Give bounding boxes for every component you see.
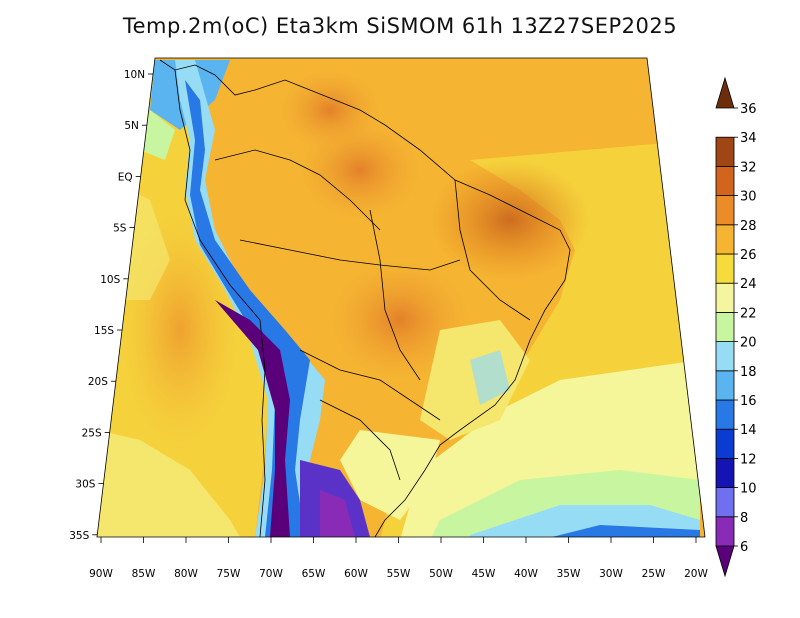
- border-3: [299, 349, 441, 421]
- colorbar-label: 8: [740, 511, 748, 526]
- lat-tick-label: 5S: [113, 223, 127, 235]
- colorbar-label: 12: [740, 452, 757, 467]
- temperature-field: [97, 58, 705, 537]
- lat-tick-label: EQ: [118, 171, 133, 183]
- lat-tick-label: 10S: [100, 274, 120, 286]
- lat-tick-label: 30S: [75, 479, 95, 491]
- colorbar-segment: [715, 224, 735, 255]
- colorbar-label: 26: [740, 248, 757, 263]
- lon-tick-label: 45W: [472, 568, 496, 580]
- colorbar-label: 14: [740, 423, 757, 438]
- colorbar-segment: [715, 487, 735, 518]
- colorbar-segment: [715, 311, 735, 342]
- border-6: [319, 399, 401, 481]
- lon-tick-label: 70W: [259, 568, 283, 580]
- colorbar-segment: [715, 341, 735, 372]
- political-borders: [159, 59, 571, 538]
- colorbar-segment: [715, 253, 735, 284]
- lon-tick-label: 80W: [174, 568, 198, 580]
- coastline-west: [174, 69, 266, 538]
- colorbar-label: 16: [740, 394, 757, 409]
- lat-tick-label: 15S: [94, 325, 114, 337]
- colorbar-segment: [715, 370, 735, 401]
- colorbar-segment: [715, 195, 735, 226]
- colorbar-segment: [715, 282, 735, 313]
- caribbean-mild: [140, 110, 175, 160]
- colorbar-label: 34: [740, 131, 757, 146]
- colorbar-label: 30: [740, 190, 757, 205]
- hot-central-west: [330, 260, 470, 380]
- lon-tick-label: 20W: [684, 568, 708, 580]
- domain-outline: [96, 57, 706, 538]
- colorbar-label: 32: [740, 160, 757, 175]
- lon-tick-label: 50W: [429, 568, 453, 580]
- border-1: [214, 149, 381, 231]
- map-title: Temp.2m(oC) Eta3km SiSMOM 61h 13Z27SEP20…: [122, 14, 678, 38]
- colorbar-label: 18: [740, 365, 757, 380]
- patagonia-colder: [320, 490, 355, 537]
- longitude-axis: 90W 85W 80W 75W 70W 65W 60W 55W 50W 45W 40W 35W 30W 2…: [89, 537, 708, 580]
- pacific-south: [97, 430, 240, 537]
- lon-tick-label: 55W: [387, 568, 411, 580]
- lon-tick-label: 25W: [642, 568, 666, 580]
- lon-tick-label: 40W: [514, 568, 538, 580]
- lon-tick-label: 35W: [557, 568, 581, 580]
- border-4: [369, 209, 421, 381]
- colorbar-min-arrow: [715, 545, 735, 578]
- lon-tick-label: 85W: [132, 568, 156, 580]
- lat-tick-label: 20S: [88, 376, 108, 388]
- colorbar-label: 36: [740, 102, 757, 117]
- latitude-axis: 10N 5N EQ 5S 10S 15S 20S 25S 30S 35S: [69, 69, 154, 542]
- border-2: [239, 239, 461, 271]
- border-5: [454, 179, 531, 321]
- andes-core: [215, 300, 290, 537]
- southeast-cool: [470, 350, 510, 405]
- colorbar: 6 8 10 12 14 16 18 20 22 24 26 28 30 32 34 36: [715, 76, 757, 578]
- colorbar-segment: [715, 516, 735, 547]
- colorbar-label: 28: [740, 219, 757, 234]
- colorbar-max-arrow: [715, 76, 735, 109]
- colorbar-segment: [715, 428, 735, 459]
- lon-tick-label: 75W: [217, 568, 241, 580]
- lat-tick-label: 35S: [69, 530, 89, 542]
- coastline-east: [159, 59, 571, 538]
- lat-tick-label: 25S: [82, 427, 102, 439]
- lon-tick-label: 30W: [599, 568, 623, 580]
- lon-tick-label: 60W: [344, 568, 368, 580]
- colorbar-label: 20: [740, 336, 757, 351]
- colorbar-segment: [715, 136, 735, 167]
- lon-tick-label: 90W: [89, 568, 113, 580]
- lat-tick-label: 5N: [124, 120, 139, 132]
- atlantic-cold: [540, 525, 700, 537]
- colorbar-segment: [715, 165, 735, 196]
- colorbar-label: 10: [740, 482, 757, 497]
- lat-tick-label: 10N: [124, 69, 145, 81]
- colorbar-label: 24: [740, 277, 757, 292]
- colorbar-segment: [715, 399, 735, 430]
- lon-tick-label: 65W: [302, 568, 326, 580]
- south-mild: [340, 430, 440, 520]
- hot-guianas: [280, 70, 380, 150]
- hot-northeast: [430, 160, 590, 280]
- colorbar-label: 22: [740, 306, 757, 321]
- colorbar-label: 6: [740, 540, 748, 555]
- colorbar-segment: [715, 457, 735, 488]
